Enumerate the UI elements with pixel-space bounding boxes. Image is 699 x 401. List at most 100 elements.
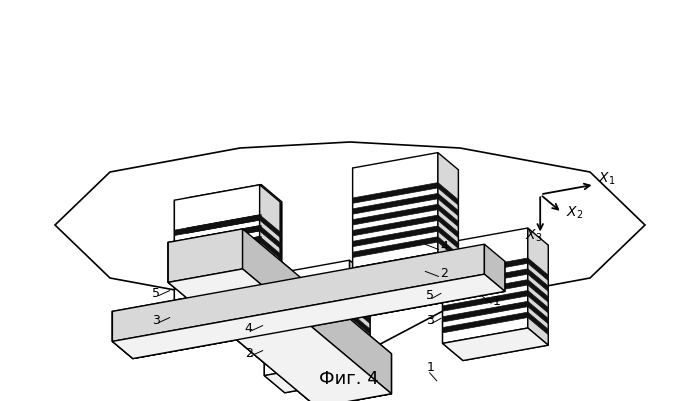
- Polygon shape: [264, 275, 284, 393]
- Text: 4: 4: [440, 241, 448, 253]
- Polygon shape: [113, 312, 133, 358]
- Polygon shape: [317, 354, 391, 401]
- Text: $X_2$: $X_2$: [566, 205, 583, 221]
- Polygon shape: [442, 243, 463, 360]
- Polygon shape: [187, 198, 208, 315]
- Polygon shape: [208, 202, 282, 315]
- Polygon shape: [353, 168, 373, 285]
- Polygon shape: [259, 237, 280, 259]
- Polygon shape: [353, 153, 438, 268]
- Text: 5: 5: [426, 290, 434, 302]
- Polygon shape: [113, 274, 505, 358]
- Polygon shape: [350, 290, 370, 313]
- Polygon shape: [442, 228, 528, 343]
- Polygon shape: [438, 193, 459, 216]
- Polygon shape: [174, 200, 195, 317]
- Text: 3: 3: [426, 314, 434, 327]
- Polygon shape: [261, 184, 282, 302]
- Polygon shape: [174, 247, 259, 268]
- Polygon shape: [438, 226, 459, 248]
- Text: 3: 3: [152, 314, 159, 326]
- Polygon shape: [353, 237, 438, 257]
- Polygon shape: [350, 260, 370, 377]
- Text: 1: 1: [426, 361, 435, 374]
- Polygon shape: [528, 312, 548, 335]
- Polygon shape: [261, 236, 282, 259]
- Polygon shape: [353, 204, 438, 225]
- Polygon shape: [438, 215, 459, 237]
- Polygon shape: [438, 182, 459, 205]
- Text: Фиг. 4: Фиг. 4: [319, 370, 379, 388]
- Polygon shape: [187, 225, 261, 244]
- Polygon shape: [259, 269, 280, 292]
- Polygon shape: [243, 229, 391, 394]
- Polygon shape: [442, 312, 528, 333]
- Polygon shape: [353, 193, 438, 214]
- Polygon shape: [484, 244, 505, 292]
- Text: 4: 4: [245, 322, 252, 334]
- Polygon shape: [168, 242, 317, 401]
- Polygon shape: [187, 184, 261, 298]
- Polygon shape: [463, 245, 548, 360]
- Text: 1: 1: [493, 295, 501, 308]
- Polygon shape: [264, 323, 350, 343]
- Polygon shape: [187, 247, 261, 266]
- Polygon shape: [528, 279, 548, 302]
- Polygon shape: [187, 215, 261, 233]
- Polygon shape: [264, 301, 350, 322]
- Polygon shape: [133, 261, 505, 358]
- Polygon shape: [261, 258, 282, 280]
- Polygon shape: [261, 225, 282, 248]
- Text: $X_3$: $X_3$: [525, 227, 542, 244]
- Polygon shape: [261, 269, 282, 291]
- Polygon shape: [187, 285, 282, 315]
- Polygon shape: [264, 360, 370, 393]
- Polygon shape: [174, 258, 259, 279]
- Polygon shape: [168, 229, 243, 282]
- Polygon shape: [168, 269, 391, 401]
- Polygon shape: [284, 277, 370, 393]
- Polygon shape: [442, 290, 528, 311]
- Polygon shape: [438, 237, 459, 259]
- Polygon shape: [438, 204, 459, 227]
- Polygon shape: [174, 285, 280, 317]
- Polygon shape: [261, 247, 282, 269]
- Polygon shape: [528, 301, 548, 324]
- Text: $X_1$: $X_1$: [598, 170, 616, 187]
- Polygon shape: [259, 258, 280, 281]
- Polygon shape: [350, 301, 370, 324]
- Polygon shape: [195, 202, 280, 317]
- Polygon shape: [113, 244, 484, 341]
- Polygon shape: [442, 258, 528, 279]
- Polygon shape: [187, 236, 261, 255]
- Polygon shape: [528, 228, 548, 345]
- Polygon shape: [350, 334, 370, 356]
- Polygon shape: [187, 258, 261, 277]
- Text: 2: 2: [440, 267, 448, 280]
- Polygon shape: [168, 229, 243, 282]
- Polygon shape: [264, 312, 350, 332]
- Polygon shape: [353, 253, 459, 285]
- Polygon shape: [259, 226, 280, 248]
- Polygon shape: [442, 328, 548, 360]
- Polygon shape: [442, 279, 528, 300]
- Polygon shape: [264, 290, 350, 311]
- Polygon shape: [353, 215, 438, 236]
- Polygon shape: [113, 312, 133, 358]
- Polygon shape: [174, 269, 259, 290]
- Polygon shape: [174, 226, 259, 246]
- Polygon shape: [528, 290, 548, 313]
- Text: 5: 5: [152, 287, 159, 300]
- Polygon shape: [259, 247, 280, 270]
- Polygon shape: [264, 260, 350, 376]
- Polygon shape: [187, 269, 261, 288]
- Polygon shape: [55, 142, 645, 360]
- Polygon shape: [264, 334, 350, 354]
- Polygon shape: [174, 215, 259, 235]
- Polygon shape: [259, 185, 280, 302]
- Polygon shape: [350, 312, 370, 334]
- Polygon shape: [528, 258, 548, 280]
- Polygon shape: [133, 261, 505, 358]
- Polygon shape: [174, 237, 259, 257]
- Text: 2: 2: [245, 346, 252, 360]
